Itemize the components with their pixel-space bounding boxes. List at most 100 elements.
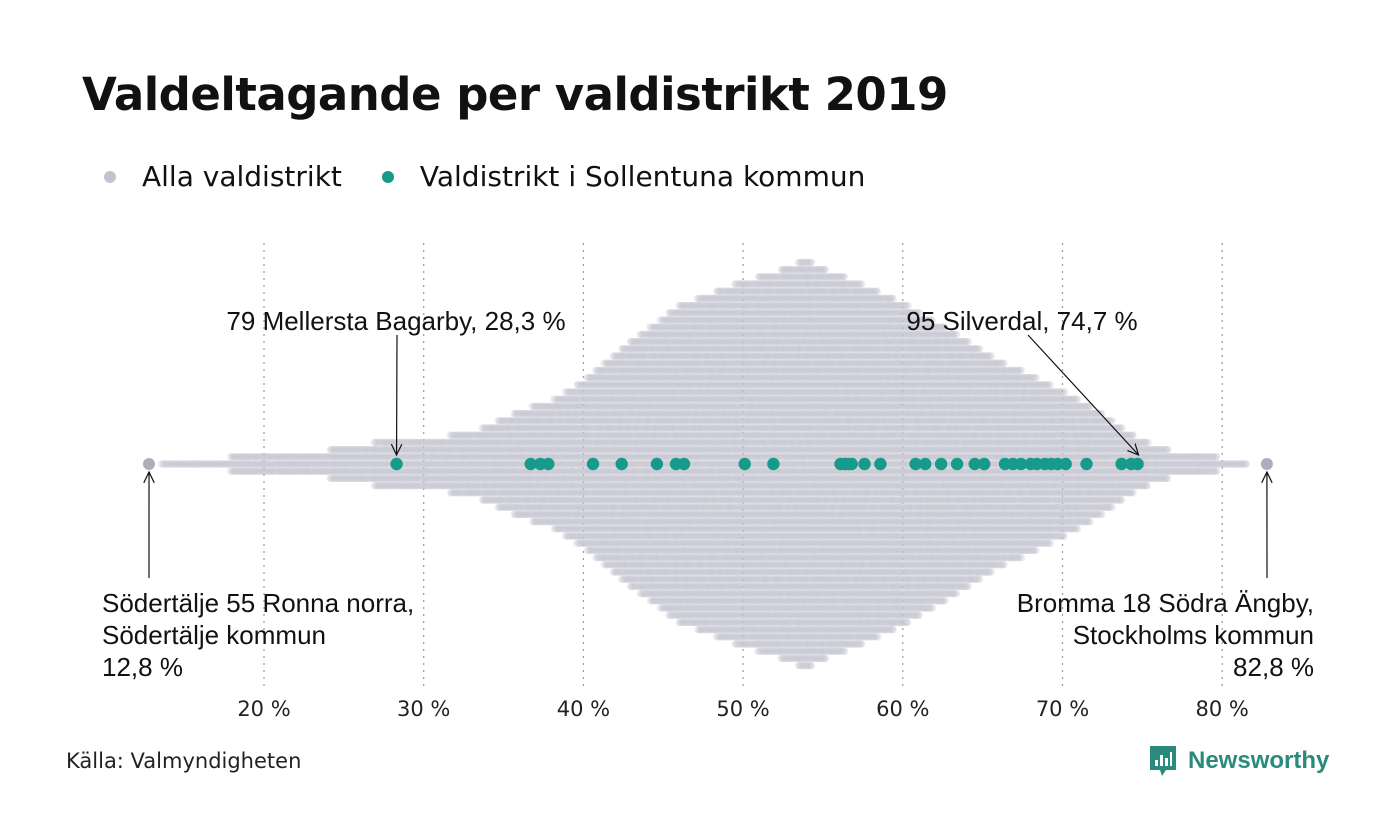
swarm-dot [252, 460, 261, 468]
swarm-dot [235, 467, 244, 475]
swarm-dot [329, 460, 337, 468]
swarm-dot [289, 453, 297, 461]
swarm-dot [294, 453, 302, 461]
swarm-dot [350, 474, 358, 483]
swarm-dot [166, 460, 174, 468]
swarm-dot [249, 467, 257, 475]
swarm-dot [257, 460, 265, 468]
swarm-dot [264, 467, 272, 475]
swarm-all-districts [143, 258, 1273, 670]
swarm-dot [351, 474, 360, 483]
swarm-dot [263, 467, 271, 475]
swarm-dot [209, 460, 218, 468]
swarm-dot [293, 453, 301, 461]
swarm-dot [175, 460, 183, 468]
swarm-dot [232, 453, 241, 461]
swarm-dot [330, 445, 339, 454]
swarm-dot [194, 460, 202, 468]
swarm-dot [168, 460, 176, 468]
swarm-dot [361, 445, 369, 454]
swarm-dot [330, 453, 339, 461]
swarm-dot [248, 460, 256, 468]
swarm-dot [356, 453, 364, 461]
swarm-dot [234, 467, 242, 475]
legend: Alla valdistrikt Valdistrikt i Sollentun… [104, 160, 905, 193]
swarm-dot [225, 460, 233, 468]
swarm-dot [352, 445, 360, 454]
swarm-dot [349, 474, 357, 483]
swarm-dot [320, 453, 328, 461]
swarm-dot [339, 460, 347, 468]
swarm-dot [240, 460, 248, 468]
swarm-dot [187, 460, 195, 468]
swarm-dot [366, 474, 374, 483]
swarm-dot [362, 453, 370, 461]
swarm-dot [313, 453, 321, 461]
swarm-dot [354, 460, 363, 468]
swarm-dot [280, 467, 288, 475]
swarm-dot [341, 467, 350, 475]
swarm-dot [317, 467, 326, 475]
swarm-dot [274, 467, 282, 475]
swarm-dot [245, 467, 253, 475]
swarm-dot [329, 467, 337, 475]
swarm-dot [321, 467, 330, 475]
swarm-dot [159, 460, 168, 468]
swarm-dot [368, 460, 376, 468]
swarm-dot [329, 474, 337, 483]
swarm-dot [304, 467, 312, 475]
swarm-dot [332, 453, 340, 461]
swarm-dot [238, 467, 247, 475]
swarm-dot [366, 467, 375, 475]
swarm-dot [359, 474, 367, 483]
swarm-dot [274, 453, 283, 461]
swarm-dot [310, 453, 318, 461]
swarm-dot [343, 467, 351, 475]
swarm-dot [184, 460, 192, 468]
swarm-dot [344, 460, 353, 468]
swarm-dot [350, 460, 359, 468]
swarm-dot [340, 445, 348, 454]
swarm-dot [178, 460, 186, 468]
swarm-dot [343, 474, 351, 483]
swarm-dot [323, 460, 331, 468]
swarm-dot [344, 467, 353, 475]
swarm-dot [291, 460, 300, 468]
swarm-dot [312, 467, 320, 475]
swarm-dot [303, 467, 311, 475]
swarm-dot [358, 474, 366, 483]
swarm-dot [369, 474, 377, 483]
swarm-dot [363, 467, 371, 475]
swarm-dot [330, 467, 339, 475]
swarm-dot [363, 453, 371, 461]
swarm-dot [243, 467, 251, 475]
swarm-dot [334, 467, 342, 475]
swarm-dot [353, 445, 362, 454]
swarm-dot [345, 445, 353, 454]
swarm-dot [241, 453, 249, 461]
swarm-dot [332, 474, 340, 483]
swarm-dot [245, 453, 253, 461]
swarm-dot [333, 445, 341, 454]
swarm-dot [244, 467, 252, 475]
swarm-dot [236, 453, 244, 461]
swarm-dot [164, 460, 172, 468]
swarm-dot [330, 460, 339, 468]
swarm-dot [181, 460, 189, 468]
swarm-dot [259, 460, 267, 468]
swarm-dot [299, 460, 307, 468]
swarm-dot [353, 474, 362, 483]
swarm-dot [160, 460, 169, 468]
swarm-dot [345, 474, 353, 483]
swarm-dot [313, 467, 321, 475]
swarm-dot [204, 460, 212, 468]
swarm-dot [345, 453, 353, 461]
swarm-dot [297, 460, 305, 468]
swarm-dot [243, 453, 251, 461]
swarm-dot [316, 460, 324, 468]
swarm-dot [265, 467, 274, 475]
swarm-dot [268, 453, 277, 461]
legend-dot-sollentuna [381, 170, 394, 183]
swarm-dot [315, 467, 323, 475]
swarm-dot [349, 460, 357, 468]
